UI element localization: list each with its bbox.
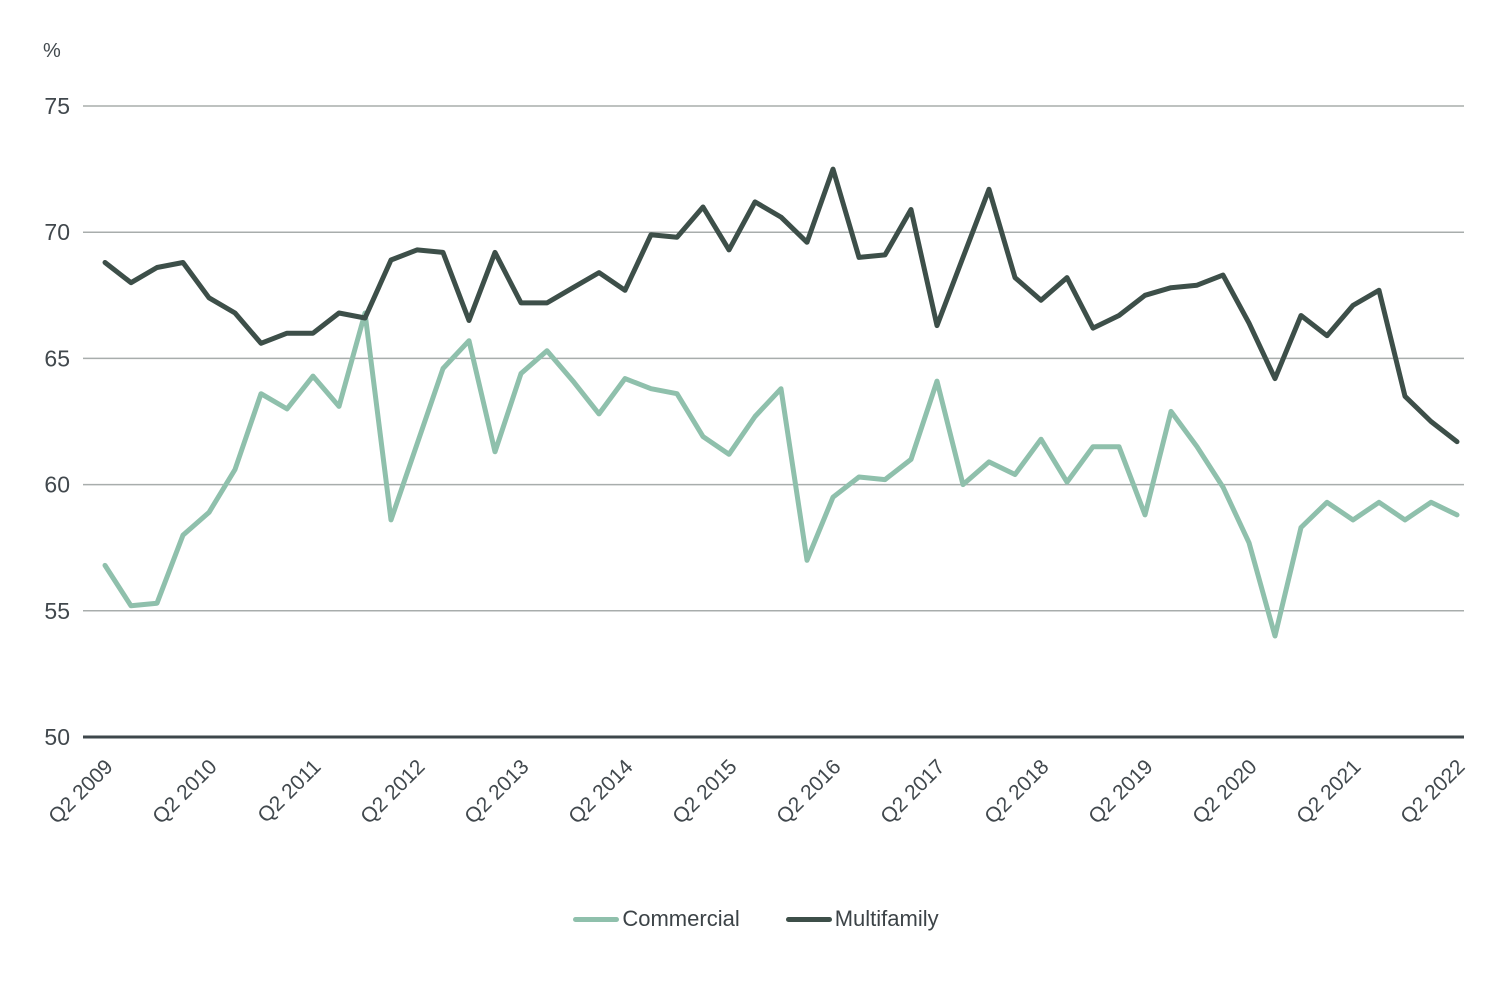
legend-item-commercial: Commercial <box>573 906 740 932</box>
y-tick-label-50: 50 <box>44 724 70 750</box>
x-tick-label-q2-2017: Q2 2017 <box>876 755 949 828</box>
y-tick-label-55: 55 <box>44 598 70 624</box>
legend-item-multifamily: Multifamily <box>785 906 939 932</box>
multifamily-line <box>102 166 1460 445</box>
x-tick-label-q2-2021: Q2 2021 <box>1292 755 1365 828</box>
x-tick-label-q2-2019: Q2 2019 <box>1084 755 1157 828</box>
x-tick-label-q2-2020: Q2 2020 <box>1188 755 1261 828</box>
legend-swatch-commercial <box>573 916 620 922</box>
y-tick-label-75: 75 <box>44 93 70 119</box>
legend-label-multifamily: Multifamily <box>834 906 939 931</box>
y-tick-label-60: 60 <box>44 472 70 498</box>
legend: Commercial Multifamily <box>0 906 1512 932</box>
x-tick-label-q2-2022: Q2 2022 <box>1396 755 1469 828</box>
x-tick-label-q2-2016: Q2 2016 <box>772 755 845 828</box>
commercial-line <box>102 310 1460 639</box>
legend-label-commercial: Commercial <box>622 906 740 931</box>
y-tick-label-65: 65 <box>44 345 70 371</box>
x-tick-label-q2-2018: Q2 2018 <box>980 755 1053 828</box>
x-tick-label-q2-2011: Q2 2011 <box>253 755 325 827</box>
y-tick-label-70: 70 <box>44 219 70 245</box>
x-tick-label-q2-2013: Q2 2013 <box>460 755 533 828</box>
x-tick-label-q2-2012: Q2 2012 <box>356 755 429 828</box>
x-tick-label-q2-2014: Q2 2014 <box>564 755 637 828</box>
legend-swatch-multifamily <box>785 916 832 922</box>
y-axis-unit-label: % <box>43 40 61 62</box>
x-tick-label-q2-2009: Q2 2009 <box>44 755 117 828</box>
x-tick-label-q2-2015: Q2 2015 <box>668 755 741 828</box>
x-tick-label-q2-2010: Q2 2010 <box>148 755 221 828</box>
